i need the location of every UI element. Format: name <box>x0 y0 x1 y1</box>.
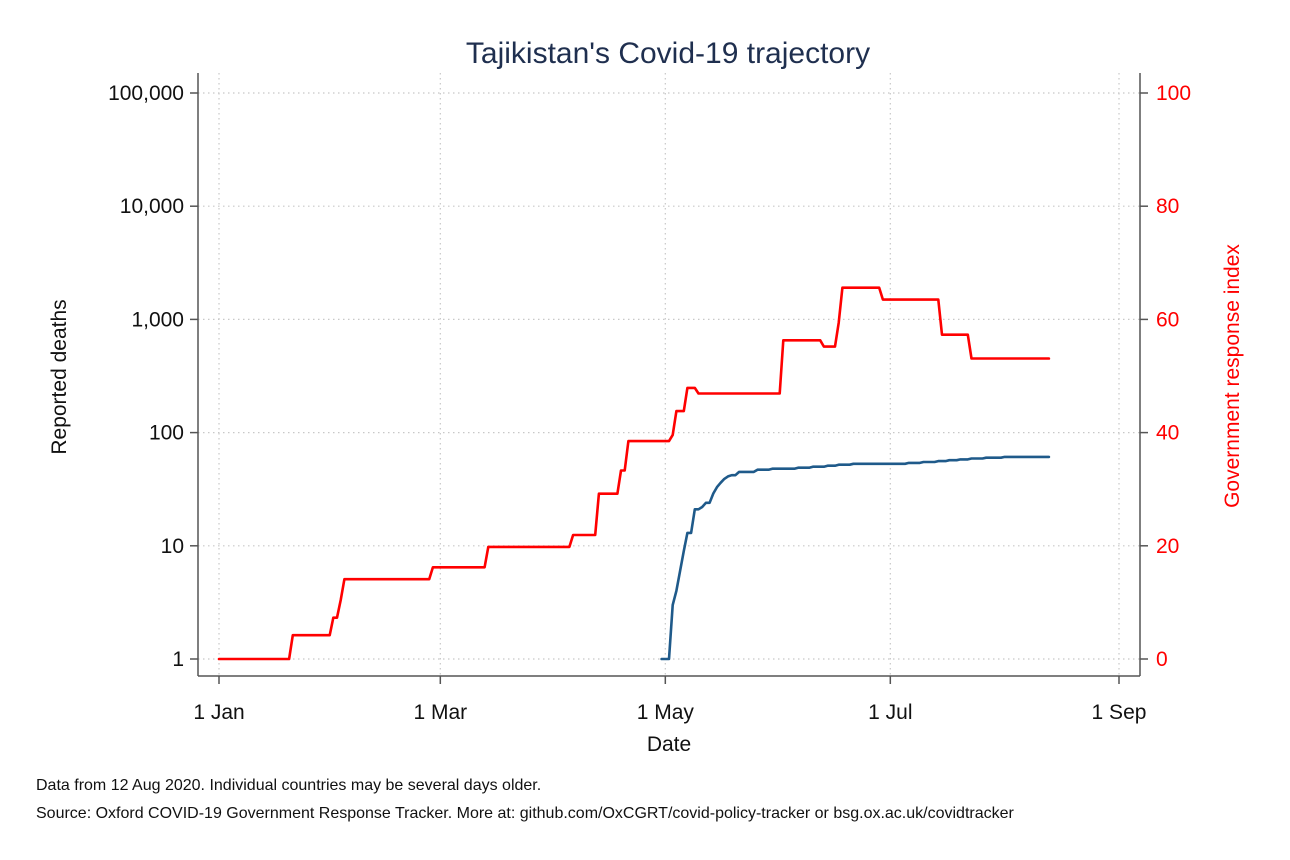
reported-deaths-line <box>660 455 1051 661</box>
x-axis-label: Date <box>647 733 691 756</box>
left-tick-label: 10,000 <box>120 195 184 218</box>
x-tick-label: 1 Jan <box>193 701 244 724</box>
x-tick-label: 1 May <box>637 701 695 724</box>
tick-labels: 1 10 100 1,000 10,000 100,000 0 20 40 60 80 100 1 Ja… <box>108 82 1191 724</box>
x-tick-label: 1 Jul <box>868 701 912 724</box>
source-note: Source: Oxford COVID-19 Government Respo… <box>36 805 1014 822</box>
left-tick-label: 10 <box>161 535 184 558</box>
left-tick-label: 100 <box>149 422 184 445</box>
right-tick-label: 0 <box>1156 648 1168 671</box>
right-tick-label: 80 <box>1156 195 1179 218</box>
series-lines <box>217 286 1051 661</box>
left-tick-label: 1 <box>172 648 184 671</box>
x-tick-label: 1 Mar <box>413 701 467 724</box>
data-date-note: Data from 12 Aug 2020. Individual countr… <box>36 777 542 794</box>
left-tick-label: 100,000 <box>108 82 184 105</box>
right-y-axis-label: Government response index <box>1221 244 1244 508</box>
left-y-axis-label: Reported deaths <box>48 299 71 454</box>
government-response-line <box>217 286 1051 661</box>
right-tick-label: 100 <box>1156 82 1191 105</box>
left-tick-label: 1,000 <box>131 308 184 331</box>
right-tick-label: 60 <box>1156 308 1179 331</box>
right-tick-label: 40 <box>1156 422 1179 445</box>
chart-title: Tajikistan's Covid-19 trajectory <box>466 37 870 70</box>
right-tick-label: 20 <box>1156 535 1179 558</box>
gridlines <box>198 73 1140 676</box>
axes <box>190 73 1148 684</box>
x-tick-label: 1 Sep <box>1092 701 1147 724</box>
